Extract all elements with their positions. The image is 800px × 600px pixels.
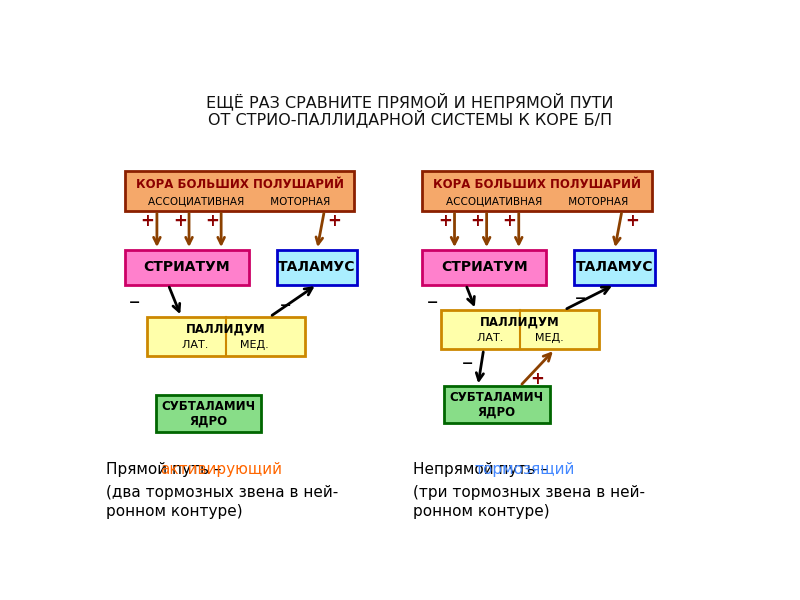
Text: ОТ СТРИО-ПАЛЛИДАРНОЙ СИСТЕМЫ К КОРЕ Б/П: ОТ СТРИО-ПАЛЛИДАРНОЙ СИСТЕМЫ К КОРЕ Б/П	[208, 110, 612, 128]
FancyBboxPatch shape	[444, 386, 550, 423]
Text: СУБТАЛАМИЧ
ЯДРО: СУБТАЛАМИЧ ЯДРО	[162, 400, 255, 428]
Text: ронном контуре): ронном контуре)	[106, 504, 243, 519]
Text: Непрямой путь –: Непрямой путь –	[413, 463, 553, 478]
FancyBboxPatch shape	[422, 250, 546, 284]
Text: СТРИАТУМ: СТРИАТУМ	[143, 260, 230, 274]
Text: +: +	[327, 212, 342, 230]
Text: АССОЦИАТИВНАЯ        МОТОРНАЯ: АССОЦИАТИВНАЯ МОТОРНАЯ	[148, 196, 330, 206]
FancyBboxPatch shape	[125, 172, 354, 211]
Text: +: +	[173, 212, 186, 230]
FancyBboxPatch shape	[156, 395, 262, 433]
Text: +: +	[530, 370, 544, 388]
Text: ТАЛАМУС: ТАЛАМУС	[576, 260, 654, 274]
Text: +: +	[470, 212, 484, 230]
Text: +: +	[502, 212, 516, 230]
Text: (два тормозных звена в ней-: (два тормозных звена в ней-	[106, 485, 338, 500]
Text: СУБТАЛАМИЧ
ЯДРО: СУБТАЛАМИЧ ЯДРО	[450, 391, 544, 419]
Text: +: +	[438, 212, 452, 230]
Text: +: +	[141, 212, 154, 230]
Text: +: +	[625, 212, 639, 230]
Text: активирующий: активирующий	[160, 463, 282, 478]
Text: –: –	[426, 292, 438, 312]
Text: –: –	[462, 353, 473, 373]
FancyBboxPatch shape	[146, 317, 305, 356]
Text: ТАЛАМУС: ТАЛАМУС	[278, 260, 356, 274]
Text: ЛАТ.         МЕД.: ЛАТ. МЕД.	[477, 333, 563, 343]
Text: ронном контуре): ронном контуре)	[413, 504, 550, 519]
FancyBboxPatch shape	[422, 172, 652, 211]
FancyBboxPatch shape	[125, 250, 249, 284]
Text: ПАЛЛИДУМ: ПАЛЛИДУМ	[480, 315, 560, 328]
Text: ЕЩЁ РАЗ СРАВНИТЕ ПРЯМОЙ И НЕПРЯМОЙ ПУТИ: ЕЩЁ РАЗ СРАВНИТЕ ПРЯМОЙ И НЕПРЯМОЙ ПУТИ	[206, 93, 614, 110]
Text: Прямой путь –: Прямой путь –	[106, 463, 226, 478]
Text: тормозящий: тормозящий	[474, 463, 575, 478]
FancyBboxPatch shape	[277, 250, 358, 284]
FancyBboxPatch shape	[574, 250, 655, 284]
Text: –: –	[129, 292, 140, 312]
Text: ЛАТ.         МЕД.: ЛАТ. МЕД.	[182, 340, 269, 350]
Text: –: –	[574, 289, 586, 308]
FancyBboxPatch shape	[441, 310, 599, 349]
Text: КОРА БОЛЬШИХ ПОЛУШАРИЙ: КОРА БОЛЬШИХ ПОЛУШАРИЙ	[433, 178, 641, 191]
Text: КОРА БОЛЬШИХ ПОЛУШАРИЙ: КОРА БОЛЬШИХ ПОЛУШАРИЙ	[135, 178, 343, 191]
Text: –: –	[280, 295, 291, 316]
Text: СТРИАТУМ: СТРИАТУМ	[441, 260, 528, 274]
Text: +: +	[205, 212, 218, 230]
Text: (три тормозных звена в ней-: (три тормозных звена в ней-	[413, 485, 645, 500]
Text: АССОЦИАТИВНАЯ        МОТОРНАЯ: АССОЦИАТИВНАЯ МОТОРНАЯ	[446, 196, 628, 206]
Text: ПАЛЛИДУМ: ПАЛЛИДУМ	[186, 322, 266, 335]
